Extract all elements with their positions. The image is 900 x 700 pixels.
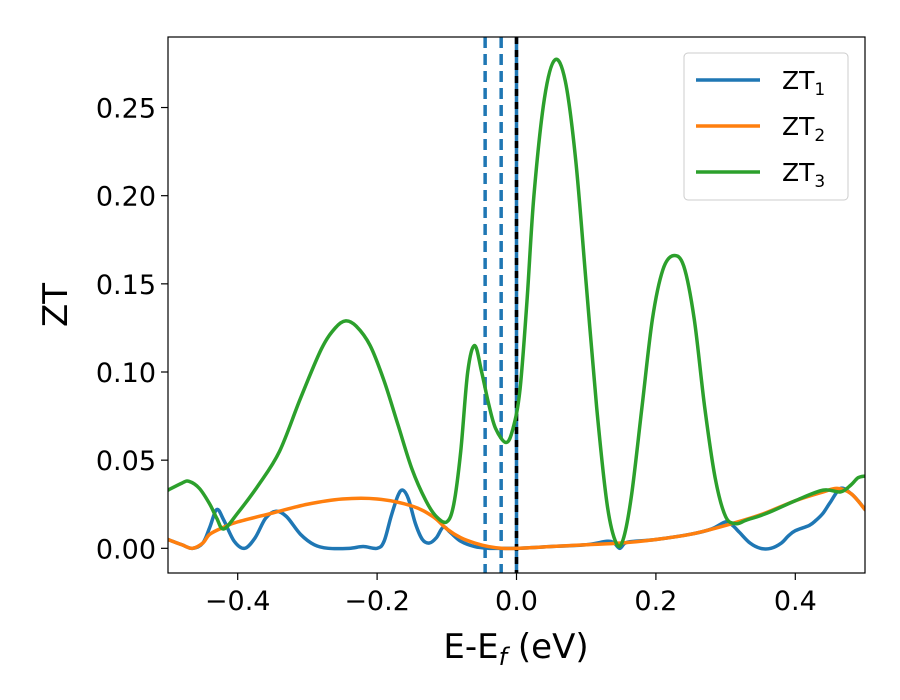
y-tick-label: 0.15 [96, 270, 156, 301]
x-axis-label: E-Ef (eV) [443, 627, 588, 671]
y-tick-label: 0.10 [96, 358, 156, 389]
x-tick-label: 0.4 [774, 586, 817, 617]
y-tick-label: 0.20 [96, 182, 156, 213]
legend-label-1: ZT1 [782, 66, 825, 100]
x-tick-label: −0.2 [344, 586, 410, 617]
x-tick-label: 0.2 [634, 586, 677, 617]
reference-lines [483, 37, 519, 573]
series-line-3 [168, 57, 865, 549]
series-lines [168, 57, 865, 551]
y-tick-label: 0.00 [96, 534, 156, 565]
x-tick-label: 0.0 [495, 586, 538, 617]
legend-label-2: ZT2 [782, 112, 825, 146]
y-tick-label: 0.05 [96, 446, 156, 477]
y-axis: 0.00 0.05 0.10 0.15 0.20 0.25 [96, 94, 168, 565]
legend-label-3: ZT3 [782, 158, 825, 192]
x-axis: −0.4 −0.2 0.0 0.2 0.4 [205, 573, 817, 617]
x-tick-label: −0.4 [205, 586, 271, 617]
y-axis-label: ZT [36, 283, 76, 327]
legend: ZT1 ZT2 ZT3 [683, 52, 849, 201]
series-line-1 [168, 486, 865, 551]
legend-box [683, 52, 849, 201]
y-tick-label: 0.25 [96, 94, 156, 125]
